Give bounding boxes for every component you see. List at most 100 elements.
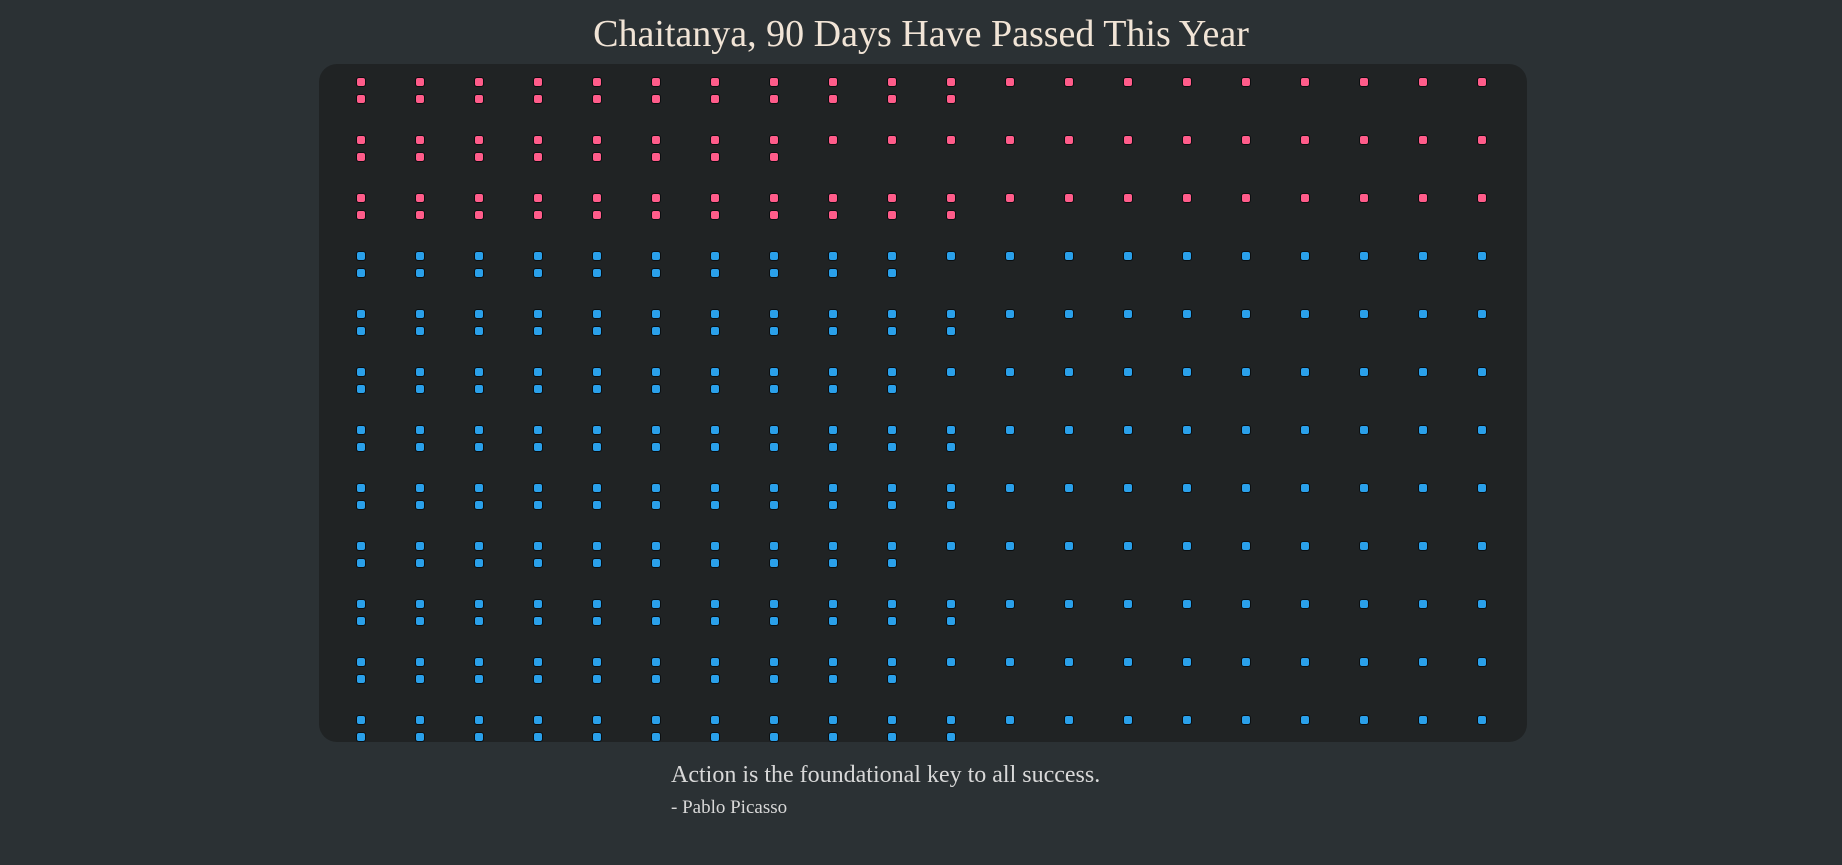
day-passed	[1418, 77, 1428, 87]
day-remaining	[828, 442, 838, 452]
day-passed	[1123, 135, 1133, 145]
day-remaining	[769, 309, 779, 319]
day-remaining	[651, 657, 661, 667]
day-remaining	[828, 268, 838, 278]
day-remaining	[1477, 309, 1487, 319]
day-remaining	[592, 541, 602, 551]
day-remaining	[592, 599, 602, 609]
day-remaining	[769, 732, 779, 742]
day-passed	[592, 94, 602, 104]
day-passed	[1418, 193, 1428, 203]
day-passed	[592, 193, 602, 203]
day-remaining	[651, 599, 661, 609]
day-remaining	[769, 483, 779, 493]
day-passed	[415, 94, 425, 104]
day-passed	[651, 94, 661, 104]
day-remaining	[710, 483, 720, 493]
day-passed	[1182, 135, 1192, 145]
day-remaining	[1477, 367, 1487, 377]
day-remaining	[1064, 367, 1074, 377]
day-remaining	[828, 558, 838, 568]
day-remaining	[415, 500, 425, 510]
day-remaining	[1477, 541, 1487, 551]
day-remaining	[1182, 251, 1192, 261]
day-remaining	[356, 309, 366, 319]
day-remaining	[710, 367, 720, 377]
day-passed	[533, 135, 543, 145]
day-remaining	[415, 616, 425, 626]
day-passed	[651, 152, 661, 162]
day-remaining	[1300, 483, 1310, 493]
day-remaining	[592, 268, 602, 278]
day-remaining	[1123, 251, 1133, 261]
day-remaining	[1359, 425, 1369, 435]
day-remaining	[1005, 541, 1015, 551]
day-remaining	[828, 599, 838, 609]
day-remaining	[651, 442, 661, 452]
quote-text: Action is the foundational key to all su…	[671, 762, 1101, 788]
day-remaining	[828, 500, 838, 510]
day-passed	[592, 135, 602, 145]
day-remaining	[769, 425, 779, 435]
day-remaining	[828, 309, 838, 319]
day-remaining	[474, 657, 484, 667]
day-remaining	[592, 715, 602, 725]
day-passed	[828, 193, 838, 203]
day-passed	[1005, 193, 1015, 203]
day-remaining	[946, 500, 956, 510]
day-remaining	[946, 541, 956, 551]
day-passed	[769, 152, 779, 162]
day-remaining	[1300, 715, 1310, 725]
day-passed	[356, 135, 366, 145]
day-remaining	[769, 367, 779, 377]
day-remaining	[1418, 657, 1428, 667]
day-remaining	[946, 367, 956, 377]
day-remaining	[356, 367, 366, 377]
day-remaining	[1123, 657, 1133, 667]
day-remaining	[592, 384, 602, 394]
day-remaining	[1182, 483, 1192, 493]
day-passed	[415, 135, 425, 145]
day-remaining	[1123, 715, 1133, 725]
day-remaining	[1477, 657, 1487, 667]
day-remaining	[828, 251, 838, 261]
day-remaining	[1300, 657, 1310, 667]
day-passed	[1359, 77, 1369, 87]
day-passed	[710, 135, 720, 145]
day-remaining	[415, 732, 425, 742]
day-remaining	[474, 674, 484, 684]
day-remaining	[415, 326, 425, 336]
day-remaining	[474, 326, 484, 336]
day-passed	[887, 210, 897, 220]
day-remaining	[710, 558, 720, 568]
day-remaining	[828, 384, 838, 394]
day-remaining	[1005, 483, 1015, 493]
day-remaining	[946, 251, 956, 261]
day-remaining	[769, 674, 779, 684]
day-remaining	[887, 558, 897, 568]
day-remaining	[1359, 657, 1369, 667]
day-passed	[1300, 77, 1310, 87]
day-remaining	[651, 326, 661, 336]
day-remaining	[1418, 367, 1428, 377]
day-remaining	[1418, 599, 1428, 609]
day-remaining	[1241, 483, 1251, 493]
day-remaining	[769, 442, 779, 452]
day-remaining	[946, 732, 956, 742]
day-remaining	[1477, 425, 1487, 435]
day-remaining	[592, 616, 602, 626]
day-passed	[1123, 77, 1133, 87]
day-remaining	[533, 674, 543, 684]
day-remaining	[474, 715, 484, 725]
day-remaining	[1241, 541, 1251, 551]
day-remaining	[533, 384, 543, 394]
day-remaining	[1241, 309, 1251, 319]
day-remaining	[533, 715, 543, 725]
day-remaining	[1477, 599, 1487, 609]
day-remaining	[592, 442, 602, 452]
day-passed	[474, 94, 484, 104]
day-passed	[1064, 193, 1074, 203]
day-remaining	[356, 732, 366, 742]
day-passed	[415, 152, 425, 162]
day-remaining	[1123, 599, 1133, 609]
